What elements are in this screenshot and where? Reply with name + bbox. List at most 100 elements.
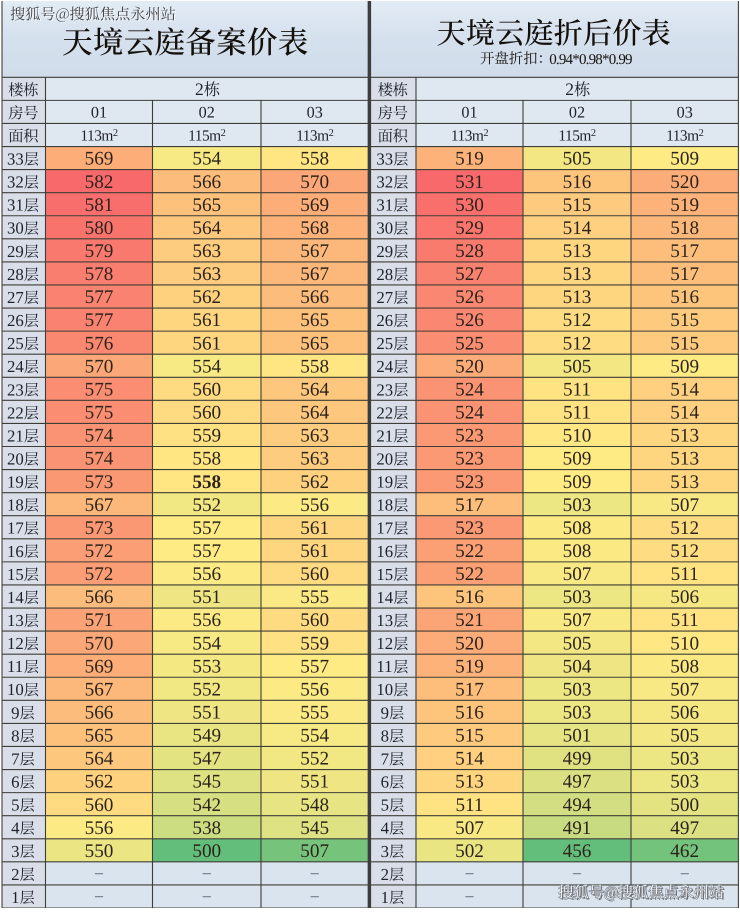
svg-text:517: 517 xyxy=(455,679,484,700)
svg-text:14: 14 xyxy=(376,588,393,607)
svg-text:565: 565 xyxy=(300,310,329,331)
svg-text:–: – xyxy=(94,864,104,881)
svg-text:551: 551 xyxy=(300,772,329,793)
svg-text:552: 552 xyxy=(300,749,329,770)
svg-text:510: 510 xyxy=(563,426,592,447)
svg-text:26: 26 xyxy=(376,311,393,330)
svg-text:562: 562 xyxy=(85,772,114,793)
svg-text:551: 551 xyxy=(192,703,221,724)
svg-text:21: 21 xyxy=(7,426,24,445)
svg-text:559: 559 xyxy=(192,426,221,447)
svg-text:562: 562 xyxy=(192,287,221,308)
svg-text:557: 557 xyxy=(192,541,221,562)
svg-text:520: 520 xyxy=(455,356,484,377)
svg-text:507: 507 xyxy=(563,610,592,631)
svg-text:513: 513 xyxy=(670,472,699,493)
svg-text:26: 26 xyxy=(7,311,24,330)
svg-text:514: 514 xyxy=(563,218,592,239)
svg-text:513: 513 xyxy=(563,241,592,262)
svg-text:552: 552 xyxy=(192,679,221,700)
svg-text:520: 520 xyxy=(455,633,484,654)
svg-text:506: 506 xyxy=(670,703,699,724)
svg-text:567: 567 xyxy=(300,264,329,285)
svg-text:556: 556 xyxy=(300,495,329,516)
svg-text:553: 553 xyxy=(192,656,221,677)
svg-text:14: 14 xyxy=(7,588,24,607)
svg-text:2: 2 xyxy=(381,865,389,884)
svg-text:24: 24 xyxy=(7,357,24,376)
svg-text:565: 565 xyxy=(85,726,114,747)
svg-text:11: 11 xyxy=(376,657,392,676)
svg-text:548: 548 xyxy=(300,795,329,816)
svg-text:4: 4 xyxy=(381,819,390,838)
svg-text:497: 497 xyxy=(563,772,592,793)
svg-text:113m2: 113m2 xyxy=(451,127,489,144)
svg-text:545: 545 xyxy=(300,818,329,839)
svg-text:03: 03 xyxy=(677,103,693,121)
svg-text:574: 574 xyxy=(85,449,114,470)
svg-text:564: 564 xyxy=(192,218,221,239)
svg-text:507: 507 xyxy=(455,818,484,839)
svg-text:–: – xyxy=(310,887,320,904)
svg-text:554: 554 xyxy=(192,149,221,170)
svg-text:7: 7 xyxy=(11,749,19,768)
svg-text:519: 519 xyxy=(455,149,484,170)
svg-text:16: 16 xyxy=(376,542,393,561)
svg-text:538: 538 xyxy=(192,818,221,839)
svg-text:520: 520 xyxy=(670,172,699,193)
svg-text:557: 557 xyxy=(192,518,221,539)
svg-text:32: 32 xyxy=(376,173,393,192)
svg-text:530: 530 xyxy=(455,195,484,216)
svg-text:15: 15 xyxy=(376,565,393,584)
svg-text:505: 505 xyxy=(670,726,699,747)
svg-text:531: 531 xyxy=(455,172,484,193)
svg-text:20: 20 xyxy=(376,449,393,468)
svg-text:519: 519 xyxy=(455,656,484,677)
svg-text:516: 516 xyxy=(455,587,484,608)
svg-text:18: 18 xyxy=(7,496,24,515)
svg-text:113m2: 113m2 xyxy=(80,127,118,144)
svg-text:01: 01 xyxy=(91,103,107,121)
svg-text:565: 565 xyxy=(192,195,221,216)
svg-text:518: 518 xyxy=(670,218,699,239)
svg-text:31: 31 xyxy=(376,196,393,215)
svg-text:456: 456 xyxy=(563,841,592,862)
svg-text:555: 555 xyxy=(300,587,329,608)
svg-text:557: 557 xyxy=(300,656,329,677)
svg-text:32: 32 xyxy=(7,173,24,192)
svg-text:13: 13 xyxy=(376,611,393,630)
svg-text:512: 512 xyxy=(670,541,699,562)
svg-text:23: 23 xyxy=(376,380,393,399)
svg-text:545: 545 xyxy=(192,772,221,793)
svg-text:527: 527 xyxy=(455,264,484,285)
svg-text:558: 558 xyxy=(192,472,221,493)
svg-text:8: 8 xyxy=(381,726,389,745)
svg-text:542: 542 xyxy=(192,795,221,816)
svg-text:511: 511 xyxy=(455,795,483,816)
svg-text:17: 17 xyxy=(7,519,24,538)
svg-text:511: 511 xyxy=(671,610,699,631)
svg-text:503: 503 xyxy=(563,703,592,724)
svg-text:507: 507 xyxy=(670,495,699,516)
svg-text:523: 523 xyxy=(455,449,484,470)
svg-text:3: 3 xyxy=(381,842,389,861)
svg-text:28: 28 xyxy=(376,265,393,284)
svg-text:–: – xyxy=(572,864,582,881)
svg-text:30: 30 xyxy=(376,219,393,238)
svg-text:562: 562 xyxy=(300,472,329,493)
svg-text:509: 509 xyxy=(563,449,592,470)
svg-text:0.94*0.98*0.99: 0.94*0.98*0.99 xyxy=(549,52,632,68)
svg-text:515: 515 xyxy=(670,310,699,331)
svg-text:6: 6 xyxy=(381,773,389,792)
svg-text:02: 02 xyxy=(569,103,585,121)
svg-text:563: 563 xyxy=(192,264,221,285)
svg-text:554: 554 xyxy=(300,726,329,747)
svg-text:563: 563 xyxy=(300,449,329,470)
svg-text:578: 578 xyxy=(85,264,114,285)
svg-text:515: 515 xyxy=(455,726,484,747)
svg-text:575: 575 xyxy=(85,403,114,424)
svg-text:575: 575 xyxy=(85,379,114,400)
svg-text:554: 554 xyxy=(192,633,221,654)
svg-text:2: 2 xyxy=(565,79,574,99)
svg-text:561: 561 xyxy=(192,333,221,354)
